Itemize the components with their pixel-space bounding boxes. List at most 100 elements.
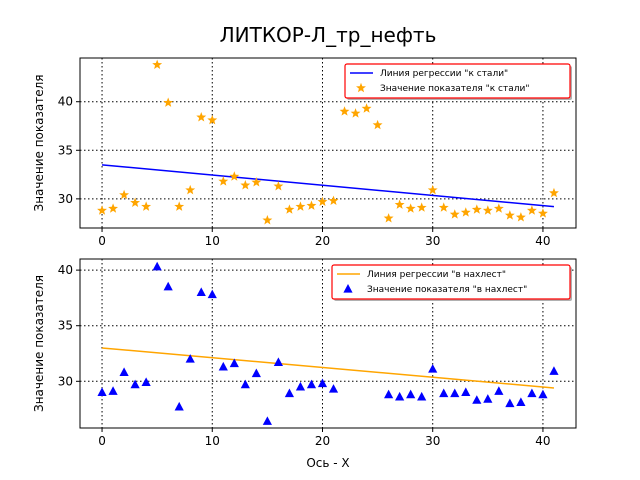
legend-box	[331, 264, 571, 300]
data-point	[494, 386, 504, 395]
y-tick-label: 35	[58, 319, 73, 333]
data-point	[163, 97, 174, 107]
data-point	[472, 395, 482, 404]
data-point	[395, 391, 405, 401]
legend-box	[344, 63, 571, 99]
x-tick-label: 10	[205, 434, 220, 448]
data-point	[251, 368, 261, 378]
data-point	[439, 388, 449, 398]
data-point	[284, 388, 295, 398]
data-point	[185, 354, 195, 363]
data-point	[97, 387, 107, 397]
data-point	[229, 358, 239, 368]
data-point	[515, 212, 526, 222]
data-point	[350, 108, 361, 118]
x-tick-label: 0	[98, 234, 106, 248]
data-point	[471, 204, 482, 214]
data-point	[460, 207, 471, 217]
legend-label: Линия регрессии "к стали"	[380, 69, 508, 79]
y-tick-label: 40	[58, 95, 73, 109]
x-tick-label: 40	[535, 434, 550, 448]
data-point	[306, 200, 317, 210]
data-point	[306, 379, 317, 389]
data-point	[196, 287, 206, 296]
data-point	[527, 388, 537, 398]
data-point	[428, 364, 438, 373]
data-point	[438, 202, 449, 212]
data-point	[185, 184, 196, 195]
data-point	[537, 208, 548, 218]
x-tick-label: 30	[425, 434, 440, 448]
data-point	[218, 361, 228, 371]
data-point	[130, 379, 140, 389]
data-point	[152, 59, 163, 70]
y-tick-label: 30	[58, 374, 73, 388]
data-point	[240, 180, 251, 190]
data-point	[339, 106, 350, 116]
data-point	[284, 204, 295, 214]
data-point	[218, 176, 229, 186]
data-point	[394, 199, 405, 209]
y-axis-label: Значение показателя	[32, 275, 46, 412]
data-point	[108, 203, 119, 213]
x-tick-label: 20	[315, 234, 330, 248]
data-point	[461, 387, 471, 397]
data-point	[262, 215, 273, 225]
data-point	[405, 203, 416, 213]
legend-label: Значение показателя "в нахлест"	[367, 285, 527, 295]
data-point	[504, 210, 515, 220]
data-point	[273, 357, 283, 367]
regression-line	[101, 164, 555, 208]
data-point	[229, 171, 240, 181]
top-chart: 0 10 20 30 40 30 35 40 Значение показателя Линия …	[32, 57, 577, 248]
y-tick-label: 35	[58, 143, 73, 157]
data-point	[152, 261, 162, 271]
data-point	[383, 213, 394, 223]
data-point	[450, 388, 460, 398]
data-point	[482, 205, 493, 215]
x-tick-label: 30	[425, 234, 440, 248]
legend-label: Значение показателя "к стали"	[380, 84, 530, 94]
figure-title: ЛИТКОР-Л_тр_нефть	[220, 23, 437, 47]
data-point	[251, 177, 262, 187]
data-point	[119, 367, 129, 377]
regression-line	[101, 347, 555, 389]
data-point	[416, 202, 427, 212]
x-tick-label: 0	[98, 434, 106, 448]
data-point	[328, 195, 339, 206]
data-point	[174, 201, 185, 211]
data-point	[538, 389, 548, 399]
data-point	[384, 389, 394, 399]
data-point	[141, 201, 152, 211]
legend-label: Линия регрессии "в нахлест"	[367, 270, 506, 280]
data-point	[97, 205, 107, 215]
data-point	[493, 203, 504, 213]
data-point	[372, 119, 383, 130]
data-point	[108, 386, 118, 395]
x-tick-label: 40	[535, 234, 550, 248]
data-point	[449, 209, 460, 219]
data-point	[196, 112, 207, 122]
y-tick-label: 30	[58, 192, 73, 206]
data-point	[549, 187, 559, 198]
data-point	[361, 103, 372, 113]
data-point	[130, 197, 141, 207]
data-point	[526, 205, 537, 215]
data-point	[207, 114, 218, 125]
data-point	[317, 378, 328, 388]
data-point	[273, 181, 284, 191]
data-point	[549, 366, 559, 375]
data-point	[163, 281, 173, 291]
data-point	[262, 416, 272, 425]
data-point	[207, 289, 217, 299]
y-tick-label: 40	[58, 263, 73, 277]
data-point	[240, 379, 250, 389]
plot-frame	[79, 258, 577, 429]
data-point	[516, 397, 526, 407]
data-point	[505, 398, 515, 408]
data-point	[119, 189, 130, 200]
x-axis-label: Ось - X	[306, 456, 349, 470]
data-point	[295, 381, 306, 391]
y-axis-label: Значение показателя	[32, 75, 46, 212]
